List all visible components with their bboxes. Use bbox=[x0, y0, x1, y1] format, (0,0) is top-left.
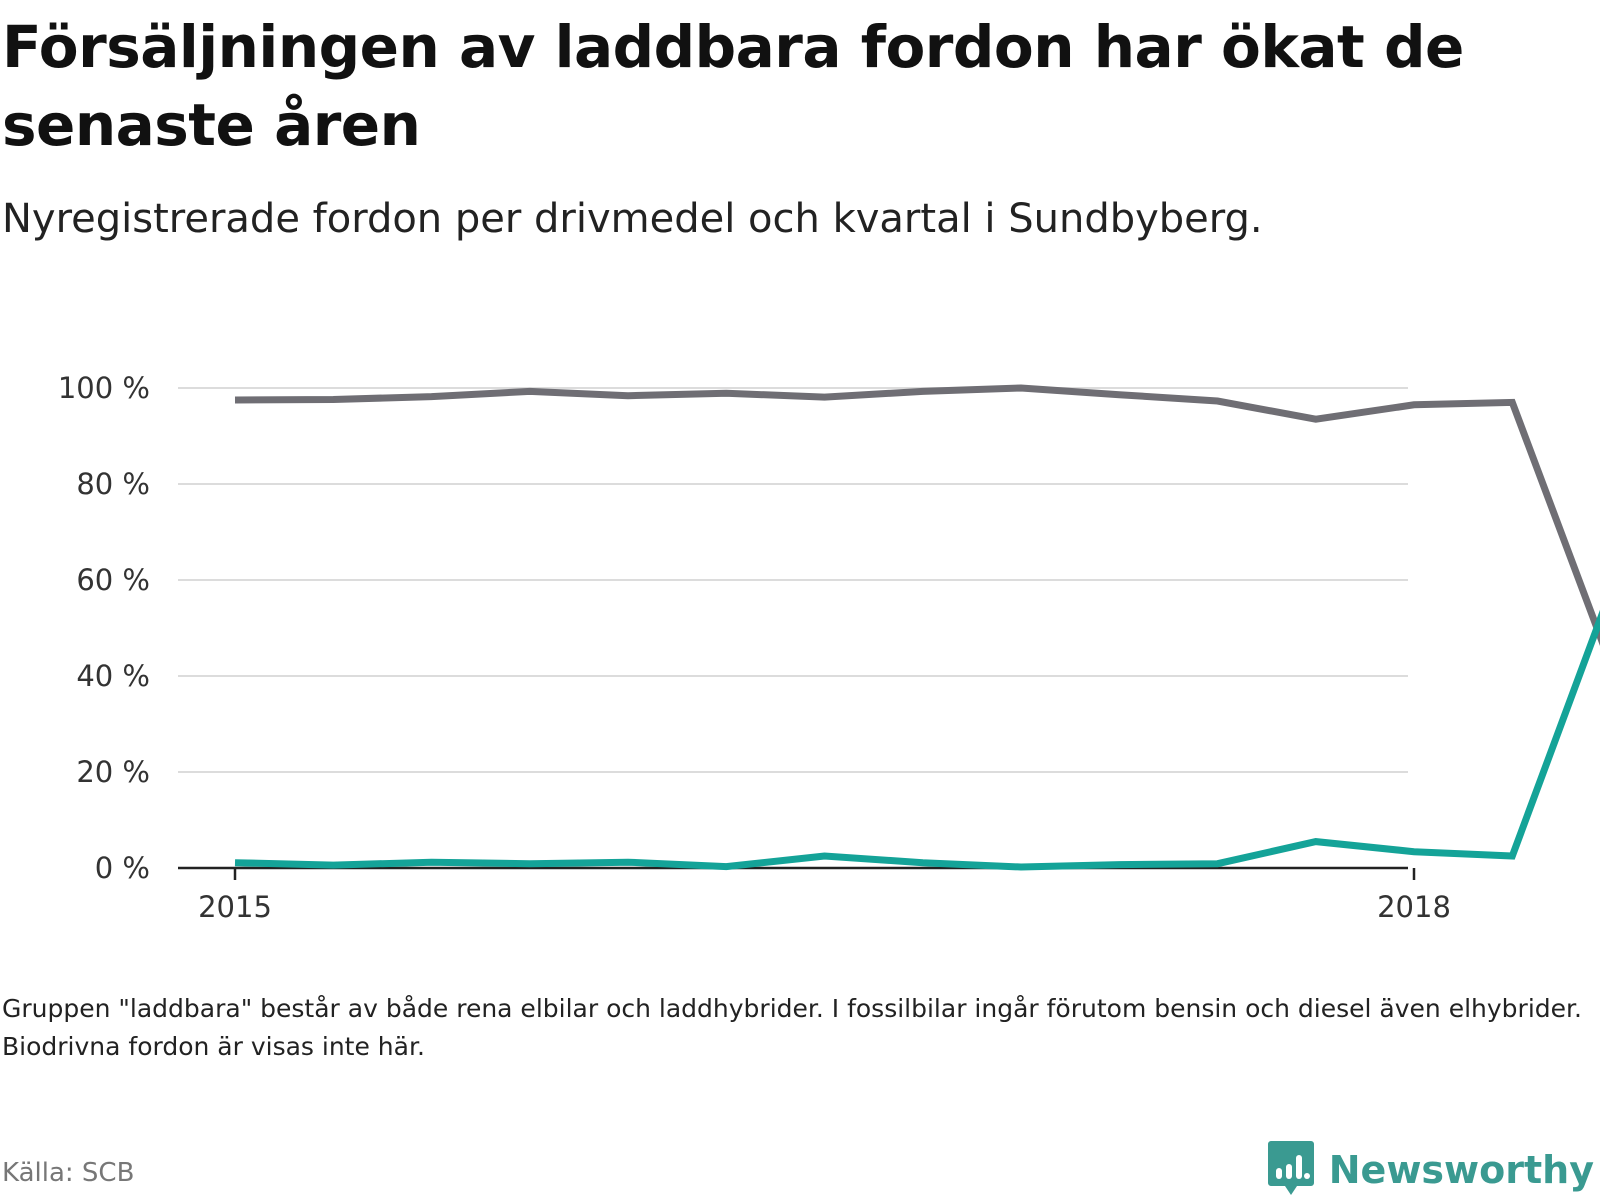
line-chart: 0 %20 %40 %60 %80 %100 % 201520182021202… bbox=[58, 371, 1600, 924]
series-lines bbox=[234, 384, 1600, 871]
x-tick-label: 2018 bbox=[1377, 890, 1451, 924]
newsworthy-logo-icon bbox=[1267, 1139, 1315, 1201]
series-line-laddbara bbox=[234, 609, 1600, 871]
y-tick-label: 0 % bbox=[95, 851, 150, 885]
chart-title: Försäljningen av laddbara fordon har öka… bbox=[2, 13, 1464, 159]
y-axis-ticks: 0 % 20 % 40 % 60 % 80 % 100 % bbox=[58, 371, 150, 885]
y-tick-label: 100 % bbox=[58, 371, 150, 405]
y-tick-label: 20 % bbox=[76, 755, 150, 789]
y-tick-label: 60 % bbox=[76, 563, 150, 597]
chart-footnote: Gruppen "laddbara" består av både rena e… bbox=[2, 994, 1582, 1061]
grid-lines bbox=[178, 387, 1408, 773]
y-tick-label: 40 % bbox=[76, 659, 150, 693]
chart-subtitle: Nyregistrerade fordon per drivmedel och … bbox=[2, 196, 1263, 242]
brand-name: Newsworthy bbox=[1328, 1148, 1594, 1192]
x-axis-ticks: 2015201820212023 bbox=[198, 868, 1451, 924]
series-line-fossilbilar bbox=[234, 384, 1600, 646]
brand-logo[interactable]: Newsworthy bbox=[1267, 1140, 1594, 1200]
source-credit: Källa: SCB bbox=[2, 1158, 135, 1188]
y-tick-label: 80 % bbox=[76, 467, 150, 501]
x-tick-label: 2015 bbox=[198, 890, 272, 924]
